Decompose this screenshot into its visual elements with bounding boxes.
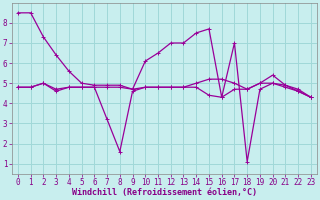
X-axis label: Windchill (Refroidissement éolien,°C): Windchill (Refroidissement éolien,°C) bbox=[72, 188, 257, 197]
